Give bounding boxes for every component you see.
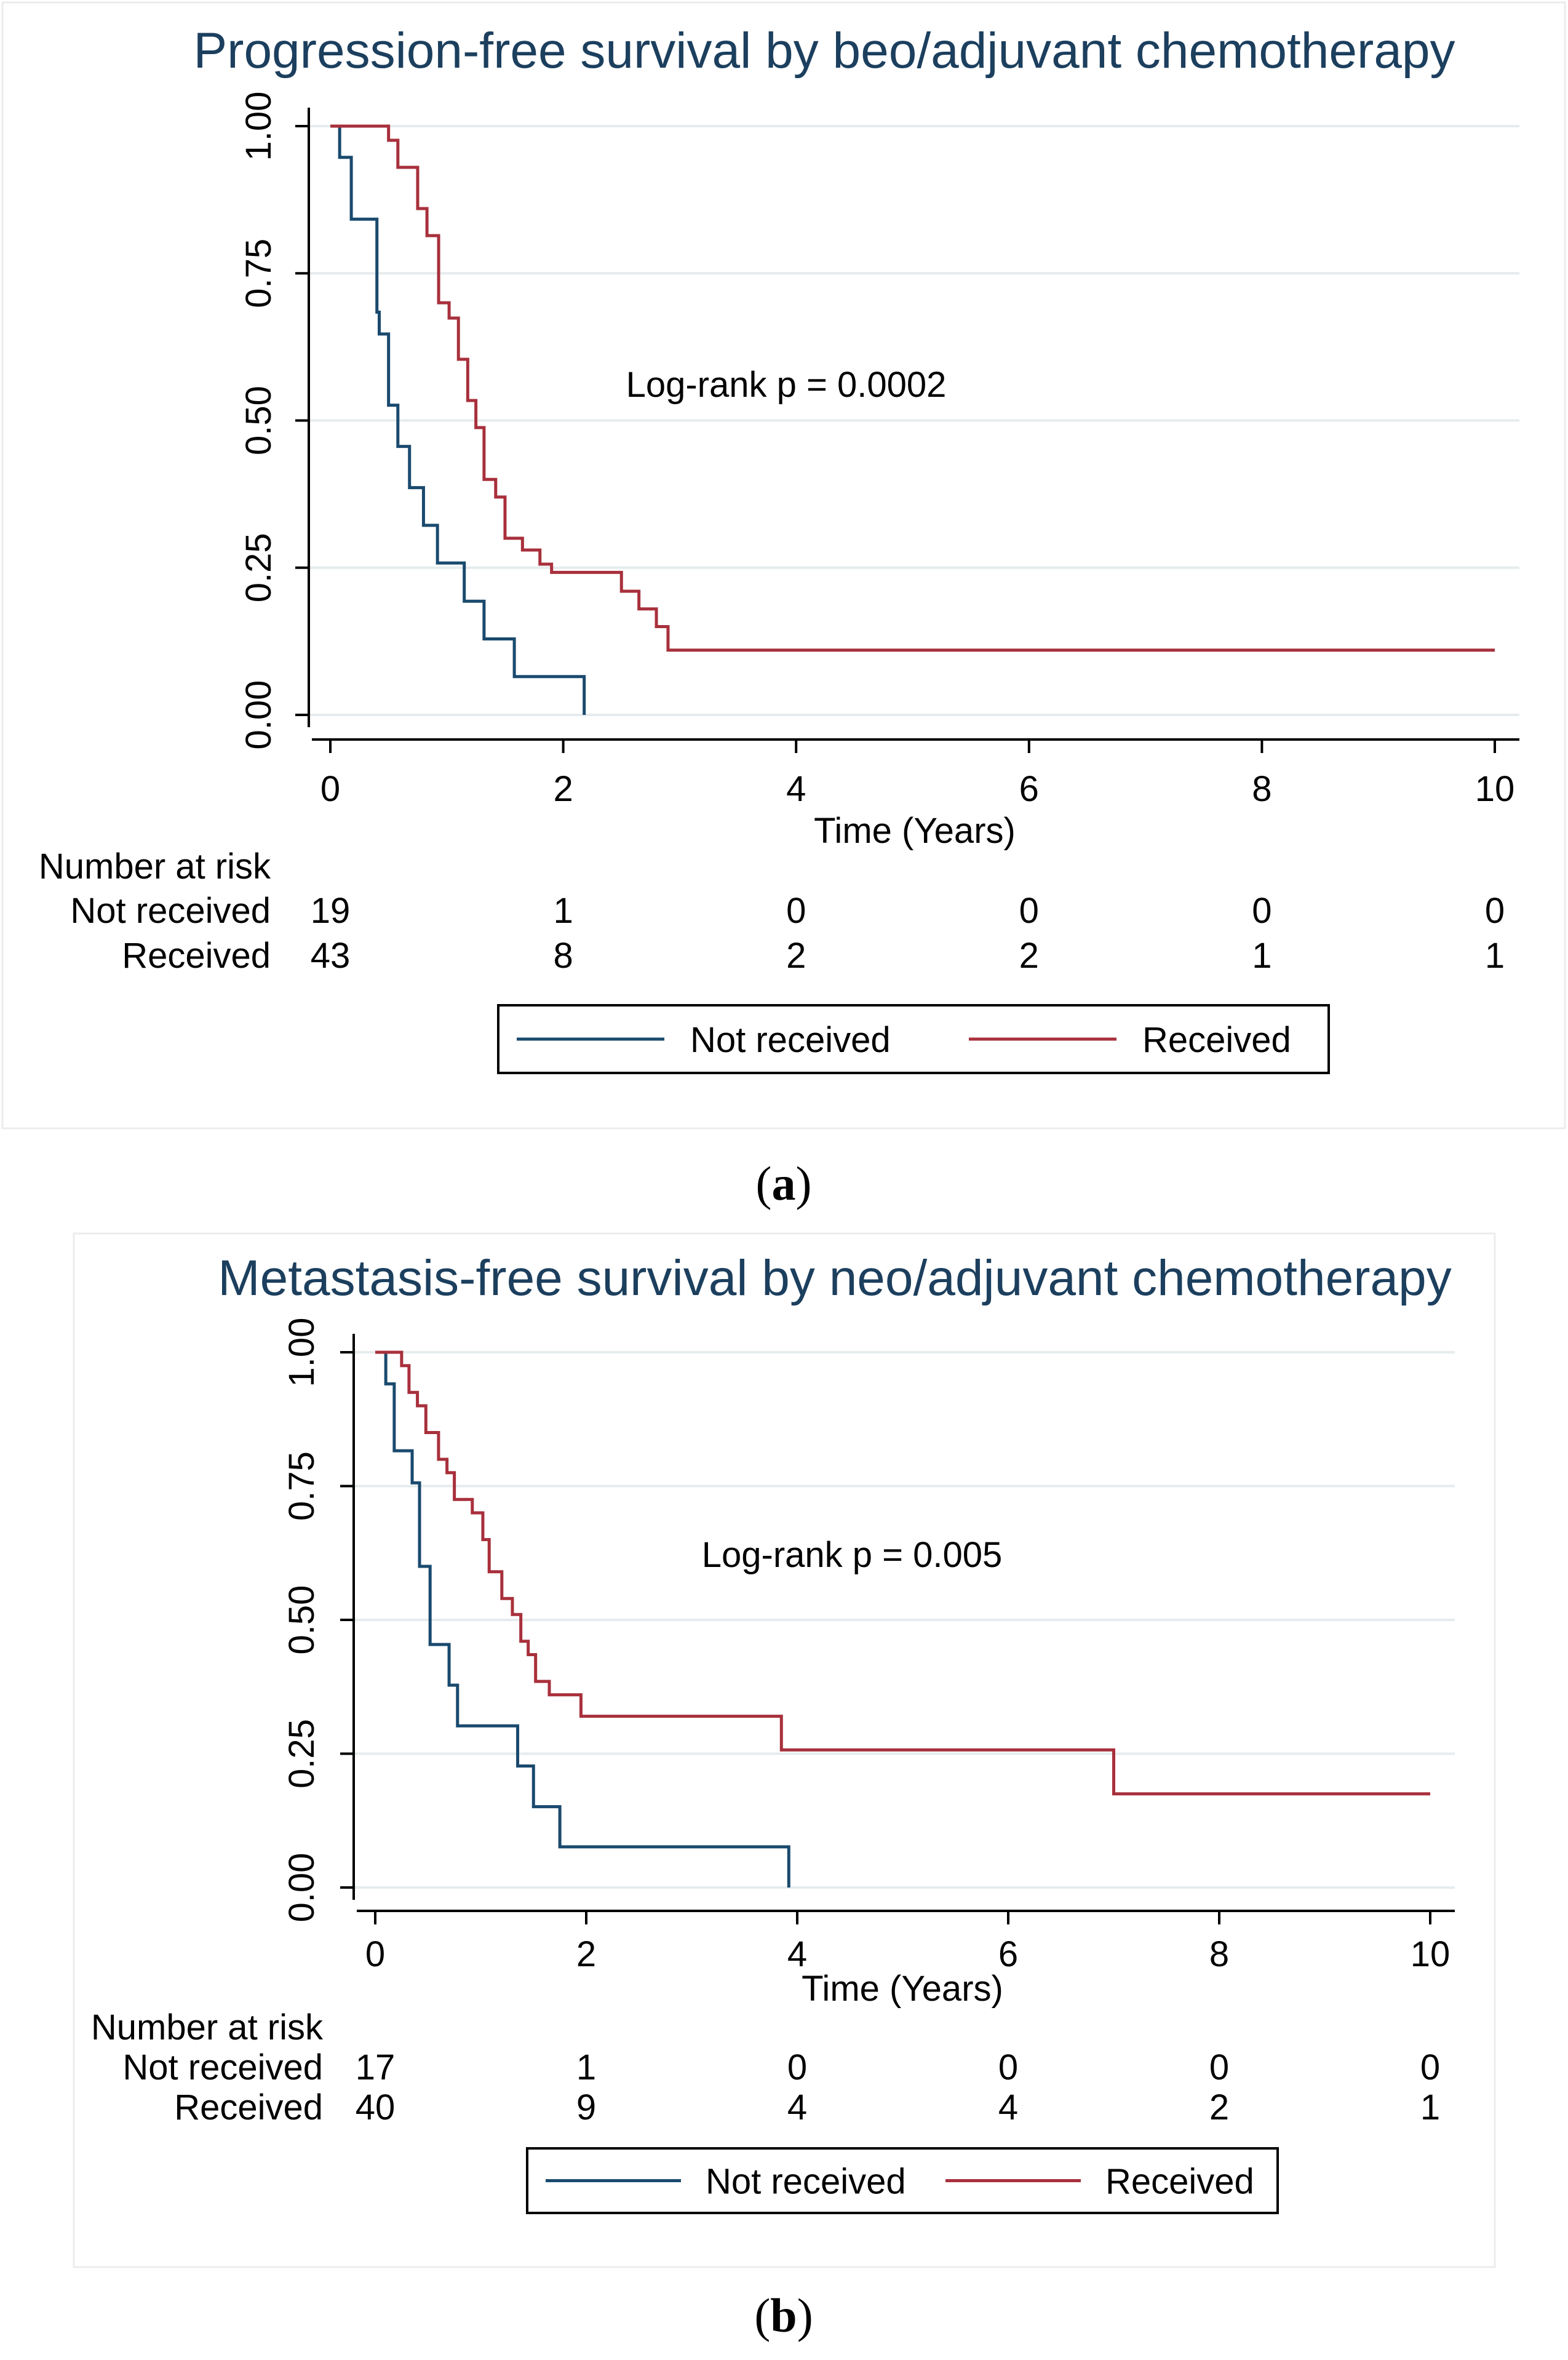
panel-a-x-tick-label: 10 xyxy=(1475,769,1515,809)
panel-a-background xyxy=(1,1,1566,1130)
panel-a-y-tick-label: 1.00 xyxy=(239,92,279,161)
panel-a-caption-letter: a xyxy=(772,1157,796,1210)
panel-a-legend: Not received Received xyxy=(497,1004,1330,1074)
panel-b-risk-value: 2 xyxy=(1209,2087,1229,2127)
panel-b-y-tick-label: 0.00 xyxy=(282,1853,322,1923)
panel-a-x-tick-label: 6 xyxy=(1019,769,1039,809)
panel-b-x-tick-label: 8 xyxy=(1209,1934,1229,1974)
panel-b-risk-value: 1 xyxy=(1420,2087,1440,2127)
panel-a-legend-label-not-received: Not received xyxy=(690,1020,891,1060)
panel-a-risk-value: 0 xyxy=(1485,891,1505,931)
panel-b-risk-value: 40 xyxy=(356,2087,396,2127)
panel-a-risk-value: 43 xyxy=(311,936,351,976)
panel-b-legend-label-not-received: Not received xyxy=(706,2162,906,2202)
panel-a-plot: 0.00 0.25 0.50 0.75 1.00 0 2 4 6 8 10 xyxy=(239,92,1519,809)
panel-a-x-tick-label: 4 xyxy=(786,769,806,809)
panel-a-risk-value: 0 xyxy=(1019,891,1039,931)
panel-a-risk-value: 0 xyxy=(1252,891,1272,931)
panel-b-risk-value: 17 xyxy=(356,2047,396,2087)
panel-a-risk-value: 1 xyxy=(553,891,573,931)
panel-b-risk-value: 0 xyxy=(998,2047,1018,2087)
panel-a-risk-value: 1 xyxy=(1252,936,1272,976)
panel-a-risk-value: 19 xyxy=(311,891,351,931)
panel-b-risk-value: 4 xyxy=(998,2087,1018,2127)
panel-b-risk-row-label: Received xyxy=(174,2087,323,2127)
panel-b-annotation: Log-rank p = 0.005 xyxy=(702,1535,1003,1575)
panel-a-y-tick-label: 0.75 xyxy=(239,239,279,308)
panel-b-caption-letter: b xyxy=(770,2289,797,2342)
panel-b-legend-box xyxy=(526,2147,1279,2214)
panel-a-caption: (a) xyxy=(756,1157,812,1210)
panel-b-y-tick-label: 0.25 xyxy=(282,1719,322,1788)
panel-b-legend-label-received: Received xyxy=(1105,2162,1254,2202)
panel-b-risk-value: 4 xyxy=(787,2087,807,2127)
panel-a-risk-header: Number at risk xyxy=(39,847,271,887)
panel-a-risk-value: 0 xyxy=(786,891,806,931)
panel-b: Metastasis-free survival by neo/adjuvant… xyxy=(73,1232,1496,2268)
panel-a-legend-label-received: Received xyxy=(1142,1020,1291,1060)
panel-a-y-tick-label: 0.25 xyxy=(239,533,279,602)
panel-a-risk-value: 8 xyxy=(553,936,573,976)
panel-b-xlabel: Time (Years) xyxy=(802,1969,1003,2009)
panel-a: Progression-free survival by beo/adjuvan… xyxy=(1,1,1566,1130)
panel-b-risk-value: 0 xyxy=(787,2047,807,2087)
panel-a-y-tick-label: 0.50 xyxy=(239,386,279,455)
panel-b-curve-received xyxy=(375,1350,1430,1796)
panel-a-risk-value: 1 xyxy=(1485,936,1505,976)
panel-b-legend: Not received Received xyxy=(526,2147,1279,2214)
panel-a-curve-not-received xyxy=(330,124,586,715)
panel-a-annotation: Log-rank p = 0.0002 xyxy=(626,365,947,405)
panel-b-y-tick-label: 1.00 xyxy=(282,1318,322,1387)
panel-a-xlabel: Time (Years) xyxy=(814,811,1016,851)
panel-b-caption: (b) xyxy=(754,2289,813,2342)
panel-a-risk-row-label: Not received xyxy=(70,891,271,931)
panel-a-y-tick-label: 0.00 xyxy=(239,680,279,750)
panel-b-risk-value: 1 xyxy=(576,2047,596,2087)
panel-b-x-tick-label: 0 xyxy=(365,1934,385,1974)
panel-a-x-tick-label: 8 xyxy=(1252,769,1272,809)
panel-a-curve-received xyxy=(330,124,1495,652)
panel-a-risk-value: 2 xyxy=(1019,936,1039,976)
panel-b-x-tick-label: 6 xyxy=(998,1934,1018,1974)
panel-b-title: Metastasis-free survival by neo/adjuvant… xyxy=(218,1250,1451,1306)
panel-b-x-tick-label: 2 xyxy=(576,1934,596,1974)
panel-b-plot: 0.00 0.25 0.50 0.75 1.00 0 2 4 6 8 10 xyxy=(282,1318,1455,1974)
panel-b-risk-header: Number at risk xyxy=(91,2007,324,2047)
panel-a-risk-value: 2 xyxy=(786,936,806,976)
panel-b-x-tick-label: 4 xyxy=(787,1934,807,1974)
panel-b-risk-value: 0 xyxy=(1420,2047,1440,2087)
panel-a-x-tick-label: 2 xyxy=(553,769,573,809)
panel-a-x-tick-label: 0 xyxy=(320,769,340,809)
panel-b-y-tick-label: 0.75 xyxy=(282,1451,322,1521)
panel-a-risk-row-label: Received xyxy=(122,936,271,976)
panel-b-curve-not-received xyxy=(375,1350,790,1888)
panel-b-risk-value: 9 xyxy=(576,2087,596,2127)
panel-b-y-tick-label: 0.50 xyxy=(282,1585,322,1655)
panel-b-risk-value: 0 xyxy=(1209,2047,1229,2087)
panel-b-risk-row-label: Not received xyxy=(122,2047,323,2087)
panel-b-x-tick-label: 10 xyxy=(1411,1934,1451,1974)
panel-a-title: Progression-free survival by beo/adjuvan… xyxy=(193,23,1455,79)
